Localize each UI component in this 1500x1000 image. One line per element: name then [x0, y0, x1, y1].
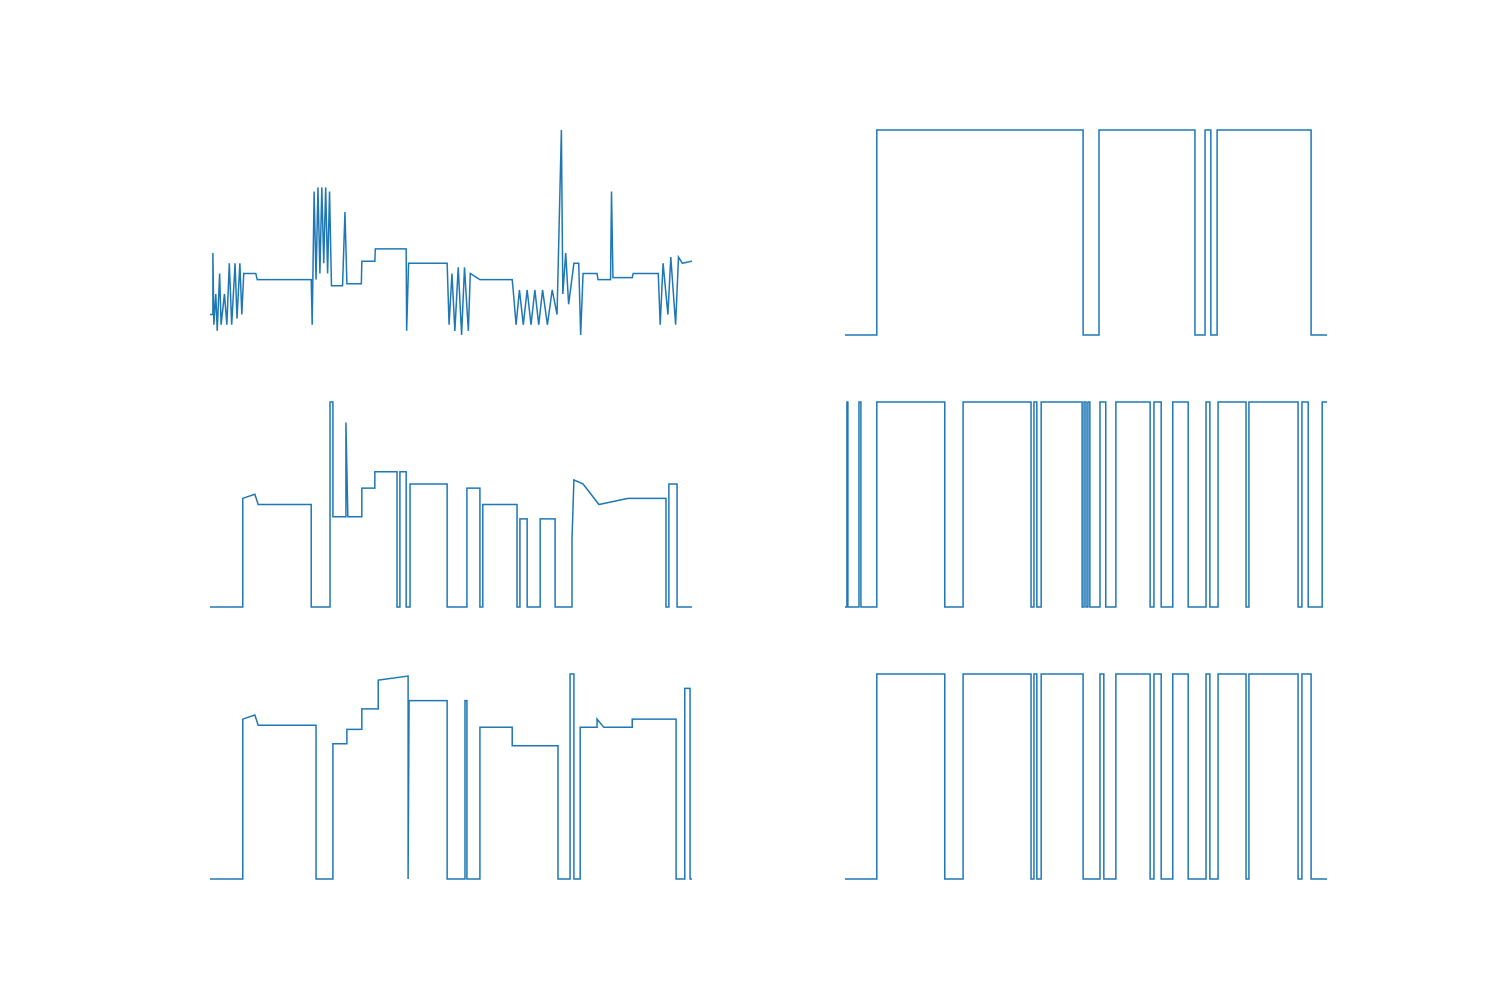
line	[845, 673, 1327, 880]
line	[210, 401, 692, 608]
line	[210, 129, 693, 336]
line	[210, 673, 692, 880]
line	[845, 129, 1327, 336]
line	[845, 401, 1327, 608]
